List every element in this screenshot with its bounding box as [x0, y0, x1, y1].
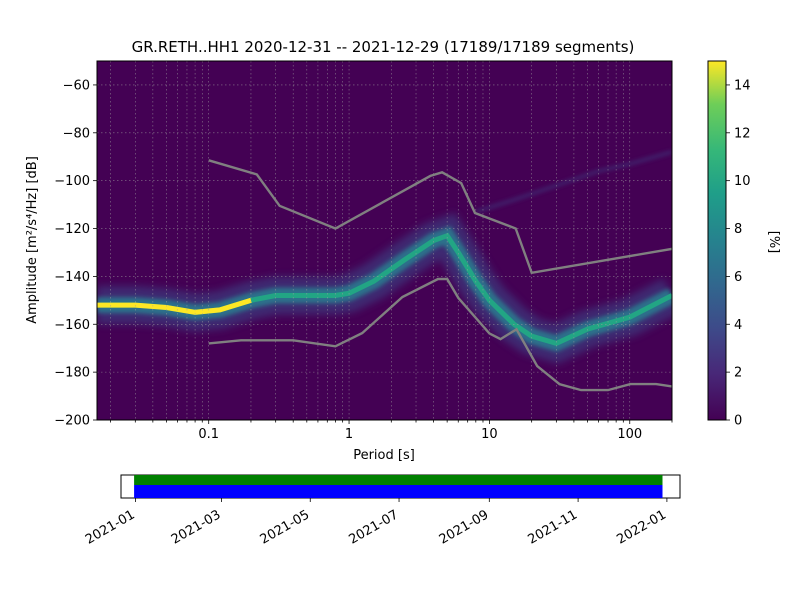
y-tick-label: −160	[54, 318, 90, 333]
x-tick-label: 0.1	[198, 427, 219, 442]
coverage-tick-label: 2022-01	[614, 507, 669, 547]
coverage-tick-label: 2021-03	[169, 507, 224, 547]
colorbar-tick-label: 8	[734, 222, 742, 237]
plot-frame	[96, 60, 673, 421]
plot-background	[97, 61, 672, 420]
coverage-tick-label: 2021-11	[526, 507, 581, 547]
x-tick-label: 10	[481, 427, 498, 442]
y-tick-label: −200	[54, 414, 90, 429]
colorbar-gradient	[707, 60, 727, 421]
y-tick-label: −60	[63, 78, 90, 93]
chart-title: GR.RETH..HH1 2020-12-31 -- 2021-12-29 (1…	[132, 38, 635, 56]
colorbar-tick-label: 6	[734, 270, 742, 285]
heatmap-plot: 0.1 1 10 100 −60 −80 −100 −120 −140 −160 −180 −200…	[25, 60, 673, 463]
nhnm-curve	[208, 159, 672, 275]
colorbar-tick-label: 14	[734, 78, 751, 93]
colorbar-tick-label: 0	[734, 414, 742, 429]
colorbar: 0 2 4 6 8 10 12 14 [%]	[707, 60, 781, 429]
coverage-tick-label: 2021-07	[346, 507, 401, 547]
colorbar-label: [%]	[766, 231, 781, 254]
colorbar-tick-label: 12	[734, 126, 751, 141]
y-tick-label: −100	[54, 174, 90, 189]
colorbar-tick-label: 10	[734, 174, 751, 189]
y-tick-label: −120	[54, 222, 90, 237]
y-axis-label: Amplitude [m²/s⁴/Hz] [dB]	[25, 156, 40, 324]
y-tick-label: −80	[63, 126, 90, 141]
y-tick-label: −180	[54, 366, 90, 381]
mode-band-peak	[97, 297, 252, 315]
coverage-tick-label: 2021-05	[258, 507, 313, 547]
coverage-tick-label: 2021-09	[437, 507, 492, 547]
colorbar-tick-label: 2	[734, 366, 742, 381]
colorbar-tick-label: 4	[734, 318, 742, 333]
x-tick-label: 100	[617, 427, 642, 442]
x-axis: 0.1 1 10 100	[110, 420, 673, 442]
x-axis-label: Period [s]	[353, 448, 415, 463]
secondary-band	[475, 150, 672, 214]
y-tick-label: −140	[54, 270, 90, 285]
colorbar-ticks: 0 2 4 6 8 10 12 14	[726, 78, 751, 429]
coverage-data-bar	[134, 485, 663, 498]
coverage-date-ticks: 2021-01 2021-03 2021-05 2021-07 2021-09 2021-…	[83, 498, 669, 548]
coverage-psd-bar	[134, 475, 663, 485]
coverage-tick-label: 2021-01	[83, 507, 138, 547]
coverage-timeline: 2021-01 2021-03 2021-05 2021-07 2021-09 2021-…	[83, 474, 681, 548]
y-axis: −60 −80 −100 −120 −140 −160 −180 −200	[54, 78, 97, 429]
x-tick-label: 1	[345, 427, 353, 442]
nlnm-curve	[208, 277, 672, 392]
